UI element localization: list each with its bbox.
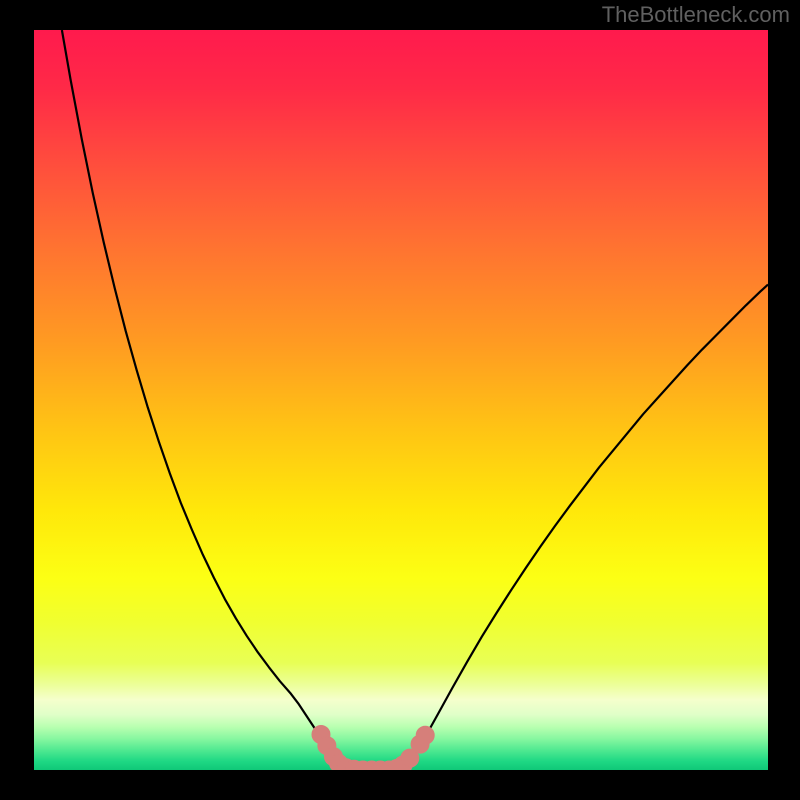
chart-svg: [34, 30, 768, 770]
watermark-label: TheBottleneck.com: [602, 2, 790, 28]
marker-point: [416, 726, 434, 744]
chart-stage: TheBottleneck.com: [0, 0, 800, 800]
bottleneck-curve: [62, 30, 768, 770]
plot-area: [34, 30, 768, 770]
markers-group: [312, 725, 434, 770]
